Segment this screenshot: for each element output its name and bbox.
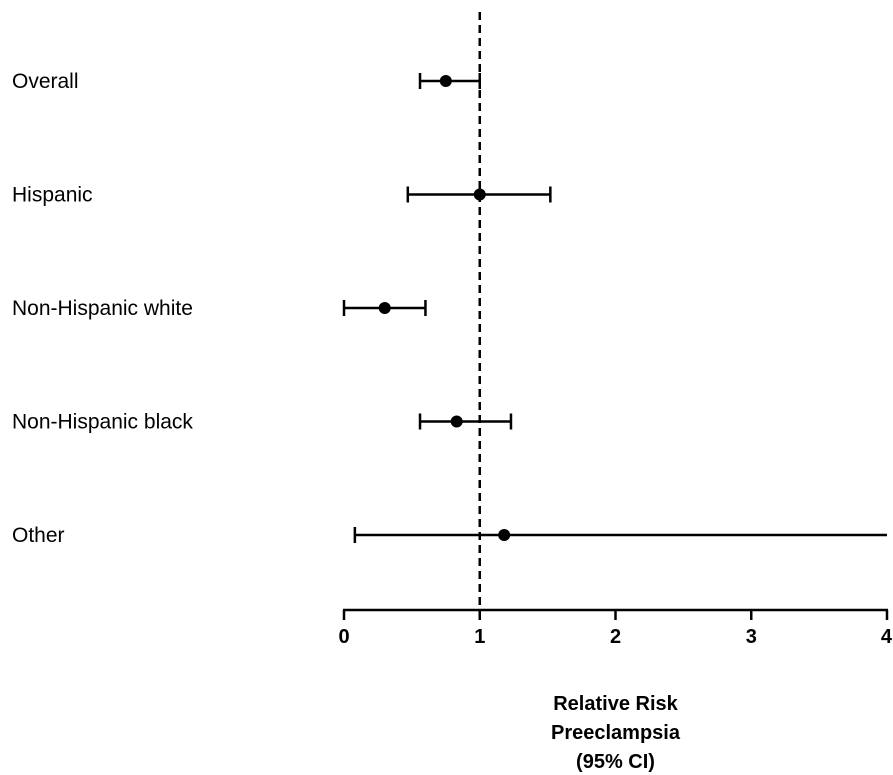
x-axis-title: Relative Risk Preeclampsia (95% CI) xyxy=(551,693,681,773)
category-label: Non-Hispanic black xyxy=(12,411,193,434)
x-tick-label: 0 xyxy=(338,626,349,648)
x-axis-title-line: Relative Risk xyxy=(553,693,678,715)
forest-row: Non-Hispanic black xyxy=(12,411,513,434)
category-label: Non-Hispanic white xyxy=(12,297,193,320)
x-axis-title-line: (95% CI) xyxy=(576,751,655,773)
x-tick-label: 3 xyxy=(746,626,757,648)
forest-row: Other xyxy=(12,524,887,547)
x-tick-label: 2 xyxy=(610,626,621,648)
forest-row: Overall xyxy=(12,70,481,93)
point-estimate xyxy=(439,75,452,87)
point-estimate xyxy=(498,529,511,541)
x-axis-title-line: Preeclampsia xyxy=(551,722,681,744)
category-label: Overall xyxy=(12,70,79,93)
x-tick-label: 4 xyxy=(881,626,893,648)
point-estimate xyxy=(450,415,463,428)
point-estimate xyxy=(473,188,486,201)
forest-row: Hispanic xyxy=(12,184,552,207)
x-tick-label: 1 xyxy=(474,626,485,648)
category-label: Hispanic xyxy=(12,184,93,207)
forest-row: Non-Hispanic white xyxy=(12,297,427,320)
rows-layer: Overall Hispanic Non-Hispanic white Non-His… xyxy=(12,70,887,547)
category-label: Other xyxy=(12,524,65,547)
x-axis: 0 1 2 3 4 xyxy=(338,608,893,648)
point-estimate xyxy=(378,302,391,314)
